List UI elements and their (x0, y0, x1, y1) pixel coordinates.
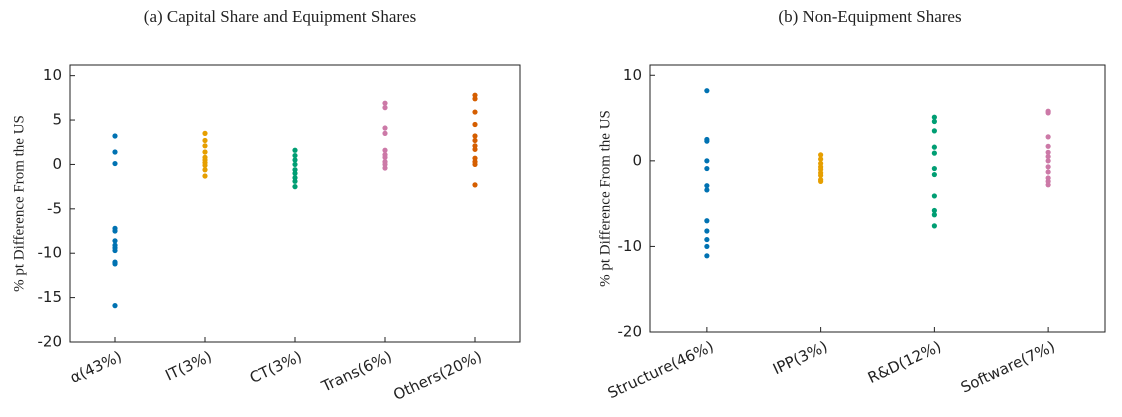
point (382, 165, 388, 171)
point (112, 133, 118, 139)
x-tick-label: α(43%) (67, 347, 124, 387)
point (472, 146, 478, 152)
point (818, 152, 824, 158)
x-tick-label: Software(7%) (958, 337, 1058, 396)
point (202, 143, 208, 149)
point (202, 130, 208, 136)
chart-title: (b) Non-Equipment Shares (778, 7, 961, 26)
point (704, 88, 710, 94)
point (292, 170, 298, 176)
point (112, 238, 118, 244)
point (818, 178, 824, 184)
point (382, 154, 388, 160)
chart-title: (a) Capital Share and Equipment Shares (144, 7, 416, 26)
point (202, 149, 208, 155)
y-tick-label: -20 (618, 323, 643, 341)
point (472, 96, 478, 102)
point (1045, 110, 1051, 116)
point (292, 184, 298, 190)
point (382, 105, 388, 111)
x-tick-label: R&D(12%) (865, 337, 944, 387)
point (931, 171, 937, 178)
point (704, 165, 710, 172)
point (292, 147, 298, 153)
point (818, 172, 824, 178)
point (1045, 158, 1051, 164)
point (112, 247, 118, 254)
point (292, 161, 298, 168)
x-tick-label: Structure(46%) (605, 337, 717, 402)
point (292, 157, 298, 163)
point (931, 150, 937, 156)
point (704, 138, 710, 144)
y-tick-label: 10 (43, 66, 62, 84)
point (704, 187, 710, 193)
point (818, 156, 824, 162)
point (112, 302, 118, 309)
y-tick-label: -10 (38, 244, 63, 262)
point (382, 147, 388, 153)
point (382, 100, 388, 106)
point (704, 183, 710, 189)
plot-frame (69, 64, 521, 343)
point (931, 223, 937, 229)
point (1045, 153, 1051, 160)
point (1045, 143, 1051, 149)
point (931, 212, 937, 218)
y-tick-label: -5 (47, 199, 62, 217)
point (472, 133, 478, 139)
point (112, 228, 118, 234)
point (1045, 149, 1051, 155)
point (112, 261, 118, 267)
y-tick-label: 10 (623, 66, 642, 84)
x-tick-label: Others(20%) (390, 347, 484, 404)
point (931, 114, 937, 120)
point (382, 130, 388, 136)
point (931, 193, 937, 199)
point (931, 144, 937, 150)
y-tick-label: 5 (52, 111, 62, 129)
point (931, 165, 937, 172)
point (472, 121, 478, 128)
y-axis-label: % pt Difference From the US (597, 110, 613, 287)
point (472, 137, 478, 144)
point (1045, 164, 1051, 170)
point (382, 125, 388, 131)
x-tick-label: IT(3%) (162, 347, 214, 384)
point (704, 253, 710, 259)
point (704, 158, 710, 164)
point (1045, 182, 1051, 188)
point (472, 161, 478, 168)
point (931, 118, 937, 125)
x-tick-label: CT(3%) (247, 347, 305, 387)
y-tick-label: -15 (38, 288, 63, 306)
point (704, 228, 710, 234)
point (704, 243, 710, 250)
point (112, 149, 118, 155)
point (292, 152, 298, 159)
y-tick-label: -20 (38, 333, 63, 351)
point (704, 218, 710, 224)
point (931, 207, 937, 214)
point (472, 182, 478, 188)
y-tick-label: 0 (52, 155, 62, 173)
point (704, 236, 710, 243)
point (202, 162, 208, 168)
point (1045, 169, 1051, 175)
point (472, 109, 478, 115)
point (202, 167, 208, 173)
x-tick-label: IPP(3%) (770, 337, 830, 378)
point (931, 128, 937, 134)
point (1045, 134, 1051, 140)
y-tick-label: 0 (632, 151, 642, 169)
plot-frame (649, 64, 1106, 333)
point (292, 178, 298, 184)
y-tick-label: -10 (618, 237, 643, 255)
point (202, 173, 208, 179)
point (202, 137, 208, 144)
x-tick-label: Trans(6%) (318, 347, 395, 395)
point (112, 160, 118, 167)
y-axis-label: % pt Difference From the US (11, 115, 27, 292)
